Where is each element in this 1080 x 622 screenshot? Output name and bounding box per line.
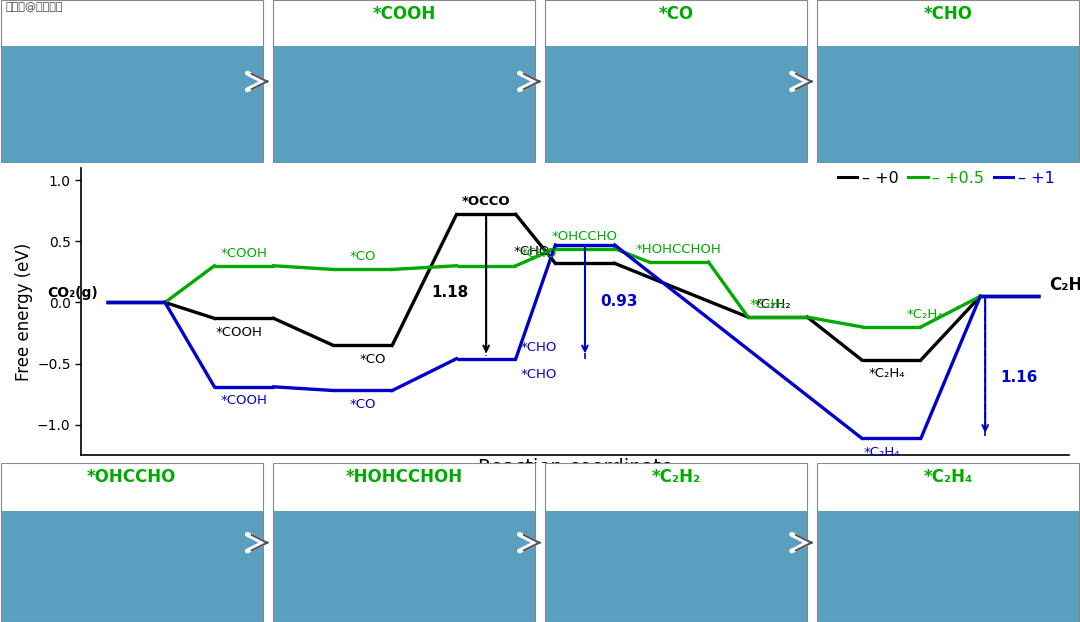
Text: *C₂H₄: *C₂H₄ — [906, 308, 943, 321]
Bar — [818, 0, 1080, 45]
Bar — [272, 45, 536, 163]
Bar — [544, 0, 807, 45]
Text: *CHO: *CHO — [521, 247, 557, 259]
Bar — [818, 45, 1080, 163]
Text: *CHO: *CHO — [923, 5, 973, 23]
Text: *C₂H₂: *C₂H₂ — [651, 468, 701, 486]
Bar — [272, 0, 536, 45]
Text: *CO: *CO — [350, 250, 376, 263]
Text: 1.16: 1.16 — [1000, 369, 1038, 384]
Text: *CO: *CO — [659, 5, 693, 23]
Bar — [544, 511, 807, 622]
Bar — [544, 463, 807, 511]
Text: *CHO: *CHO — [514, 246, 551, 258]
Text: *C₂H₂: *C₂H₂ — [755, 298, 791, 311]
Bar — [818, 463, 1080, 511]
Bar — [1, 45, 264, 163]
Bar — [272, 0, 536, 163]
X-axis label: Reaction coordinate: Reaction coordinate — [477, 458, 673, 477]
Bar — [272, 511, 536, 622]
Text: 1.18: 1.18 — [431, 285, 469, 300]
Text: *CHO: *CHO — [521, 368, 557, 381]
Text: *CO: *CO — [360, 353, 386, 366]
Text: *CHO: *CHO — [521, 341, 557, 354]
Bar — [818, 0, 1080, 163]
Text: *OHCCHO: *OHCCHO — [552, 230, 618, 243]
Text: C₂H₄(g): C₂H₄(g) — [1050, 276, 1080, 294]
Text: 0.93: 0.93 — [599, 294, 637, 309]
Bar — [1, 463, 264, 511]
Text: *HOHCCHOH: *HOHCCHOH — [346, 468, 462, 486]
Text: *C₂H₂: *C₂H₂ — [750, 298, 786, 311]
Text: *C₂H₄: *C₂H₄ — [868, 367, 905, 380]
Bar — [544, 463, 807, 622]
Bar — [1, 0, 264, 45]
Text: *COOH: *COOH — [220, 247, 268, 259]
Bar — [1, 463, 264, 622]
Bar — [272, 463, 536, 622]
Bar — [272, 463, 536, 511]
Text: 搜狐号@络绎科学: 搜狐号@络绎科学 — [5, 2, 63, 12]
Bar — [544, 0, 807, 163]
Text: *OCCO: *OCCO — [462, 195, 511, 208]
Text: CO₂(g): CO₂(g) — [48, 286, 98, 300]
Y-axis label: Free energy (eV): Free energy (eV) — [15, 243, 32, 381]
Bar — [544, 45, 807, 163]
Text: *CO: *CO — [350, 398, 376, 411]
Bar — [1, 0, 264, 163]
Text: *COOH: *COOH — [220, 394, 268, 407]
Text: *COOH: *COOH — [216, 326, 262, 339]
Text: *C₂H₄: *C₂H₄ — [923, 468, 973, 486]
Text: *COOH: *COOH — [373, 5, 435, 23]
Text: *OHCCHO: *OHCCHO — [87, 468, 176, 486]
Bar — [818, 511, 1080, 622]
Legend: – +0, – +0.5, – +1: – +0, – +0.5, – +1 — [832, 164, 1062, 192]
Text: *HOHCCHOH: *HOHCCHOH — [636, 243, 721, 256]
Bar — [818, 463, 1080, 622]
Bar — [1, 511, 264, 622]
Text: *C₂H₄: *C₂H₄ — [863, 445, 900, 458]
